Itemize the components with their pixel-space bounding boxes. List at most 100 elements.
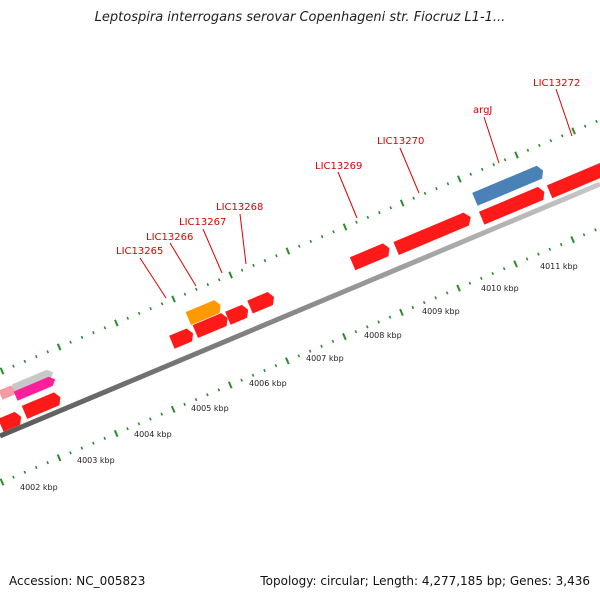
- gene-label[interactable]: LIC13270: [377, 136, 424, 147]
- gene-label[interactable]: LIC13268: [216, 202, 263, 213]
- lower-tick-track: [0, 228, 597, 486]
- gene-feature[interactable]: [21, 391, 63, 419]
- gene-feature[interactable]: [393, 211, 473, 255]
- minor-tick: [137, 422, 141, 426]
- scale-label: 4007 kbp: [306, 354, 344, 363]
- gene-labels: LIC13265 LIC13266 LIC13267 LIC13268 LIC1…: [116, 78, 580, 257]
- minor-tick: [206, 393, 209, 397]
- minor-tick: [435, 186, 438, 191]
- gene-track: [0, 159, 600, 432]
- gene-feature[interactable]: [0, 410, 24, 432]
- minor-tick: [195, 287, 198, 292]
- gene-label[interactable]: LIC13272: [533, 78, 580, 89]
- minor-tick: [126, 316, 130, 320]
- scale-label: 4005 kbp: [191, 404, 229, 413]
- gene-feature[interactable]: [192, 312, 231, 339]
- minor-tick: [480, 167, 484, 172]
- minor-tick: [422, 300, 426, 305]
- minor-tick: [160, 302, 164, 306]
- leader-line: [202, 228, 223, 274]
- minor-tick: [480, 276, 483, 281]
- minor-tick: [194, 397, 198, 402]
- minor-tick: [502, 267, 506, 271]
- minor-tick: [549, 139, 553, 143]
- minor-tick: [240, 378, 243, 382]
- minor-tick: [560, 134, 564, 138]
- scale-label: 4011 kbp: [540, 262, 578, 271]
- minor-tick: [92, 441, 95, 445]
- minor-tick: [34, 465, 38, 470]
- leader-line: [139, 257, 167, 299]
- minor-tick: [183, 402, 186, 407]
- gene-label[interactable]: LIC13267: [179, 217, 226, 228]
- gene-feature[interactable]: [169, 327, 196, 349]
- gene-feature[interactable]: [185, 299, 224, 326]
- minor-tick: [46, 350, 50, 354]
- minor-tick: [423, 191, 427, 196]
- gene-feature[interactable]: [0, 384, 17, 400]
- minor-tick: [526, 148, 530, 152]
- minor-tick: [469, 172, 473, 176]
- minor-tick: [103, 436, 107, 441]
- major-tick: [285, 247, 291, 255]
- minor-tick: [309, 239, 313, 244]
- scale-label: 4009 kbp: [422, 307, 460, 316]
- gene-label[interactable]: LIC13265: [116, 246, 163, 257]
- gene-feature[interactable]: [478, 185, 547, 225]
- major-tick: [113, 429, 119, 438]
- minor-tick: [217, 278, 221, 282]
- gene-feature[interactable]: [225, 303, 251, 325]
- gene-feature[interactable]: [349, 242, 392, 271]
- minor-tick: [308, 349, 312, 353]
- major-tick: [170, 405, 176, 413]
- leader-line: [399, 147, 420, 194]
- gene-label[interactable]: LIC13269: [315, 161, 362, 172]
- minor-tick: [12, 475, 15, 479]
- minor-tick: [377, 320, 380, 324]
- scale-label: 4003 kbp: [77, 456, 115, 465]
- major-tick: [227, 381, 233, 389]
- scale-label: 4008 kbp: [364, 331, 402, 340]
- major-tick: [571, 127, 576, 135]
- gene-label[interactable]: argJ: [473, 105, 492, 116]
- major-tick: [399, 308, 404, 316]
- minor-tick: [366, 215, 370, 220]
- gene-feature[interactable]: [11, 368, 56, 394]
- major-tick: [399, 199, 405, 207]
- gene-label[interactable]: LIC13266: [146, 232, 193, 243]
- minor-tick: [365, 325, 369, 329]
- minor-tick: [412, 196, 415, 200]
- minor-tick: [297, 354, 301, 358]
- minor-tick: [126, 427, 129, 431]
- minor-tick: [354, 330, 358, 334]
- gene-feature[interactable]: [472, 164, 546, 206]
- scale-label: 4004 kbp: [134, 430, 172, 439]
- minor-tick: [69, 340, 72, 344]
- minor-tick: [92, 330, 95, 335]
- summary-text: Topology: circular; Length: 4,277,185 bp…: [260, 574, 590, 588]
- minor-tick: [274, 364, 278, 368]
- minor-tick: [23, 359, 27, 364]
- major-tick: [171, 295, 176, 303]
- gene-feature[interactable]: [13, 375, 58, 401]
- minor-tick: [263, 258, 267, 263]
- minor-tick: [525, 257, 529, 261]
- major-tick: [342, 223, 348, 231]
- major-tick: [228, 271, 233, 279]
- gene-feature[interactable]: [546, 159, 600, 199]
- minor-tick: [559, 242, 563, 247]
- minor-tick: [149, 306, 152, 311]
- minor-tick: [263, 368, 266, 373]
- minor-tick: [46, 460, 49, 465]
- minor-tick: [80, 335, 84, 340]
- minor-tick: [206, 283, 210, 287]
- minor-tick: [595, 119, 598, 124]
- major-tick: [56, 454, 62, 462]
- major-tick: [0, 478, 5, 486]
- gene-feature[interactable]: [247, 291, 276, 314]
- major-tick: [285, 357, 290, 365]
- minor-tick: [468, 281, 472, 285]
- accession-text: Accession: NC_005823: [9, 574, 146, 588]
- minor-tick: [23, 470, 27, 474]
